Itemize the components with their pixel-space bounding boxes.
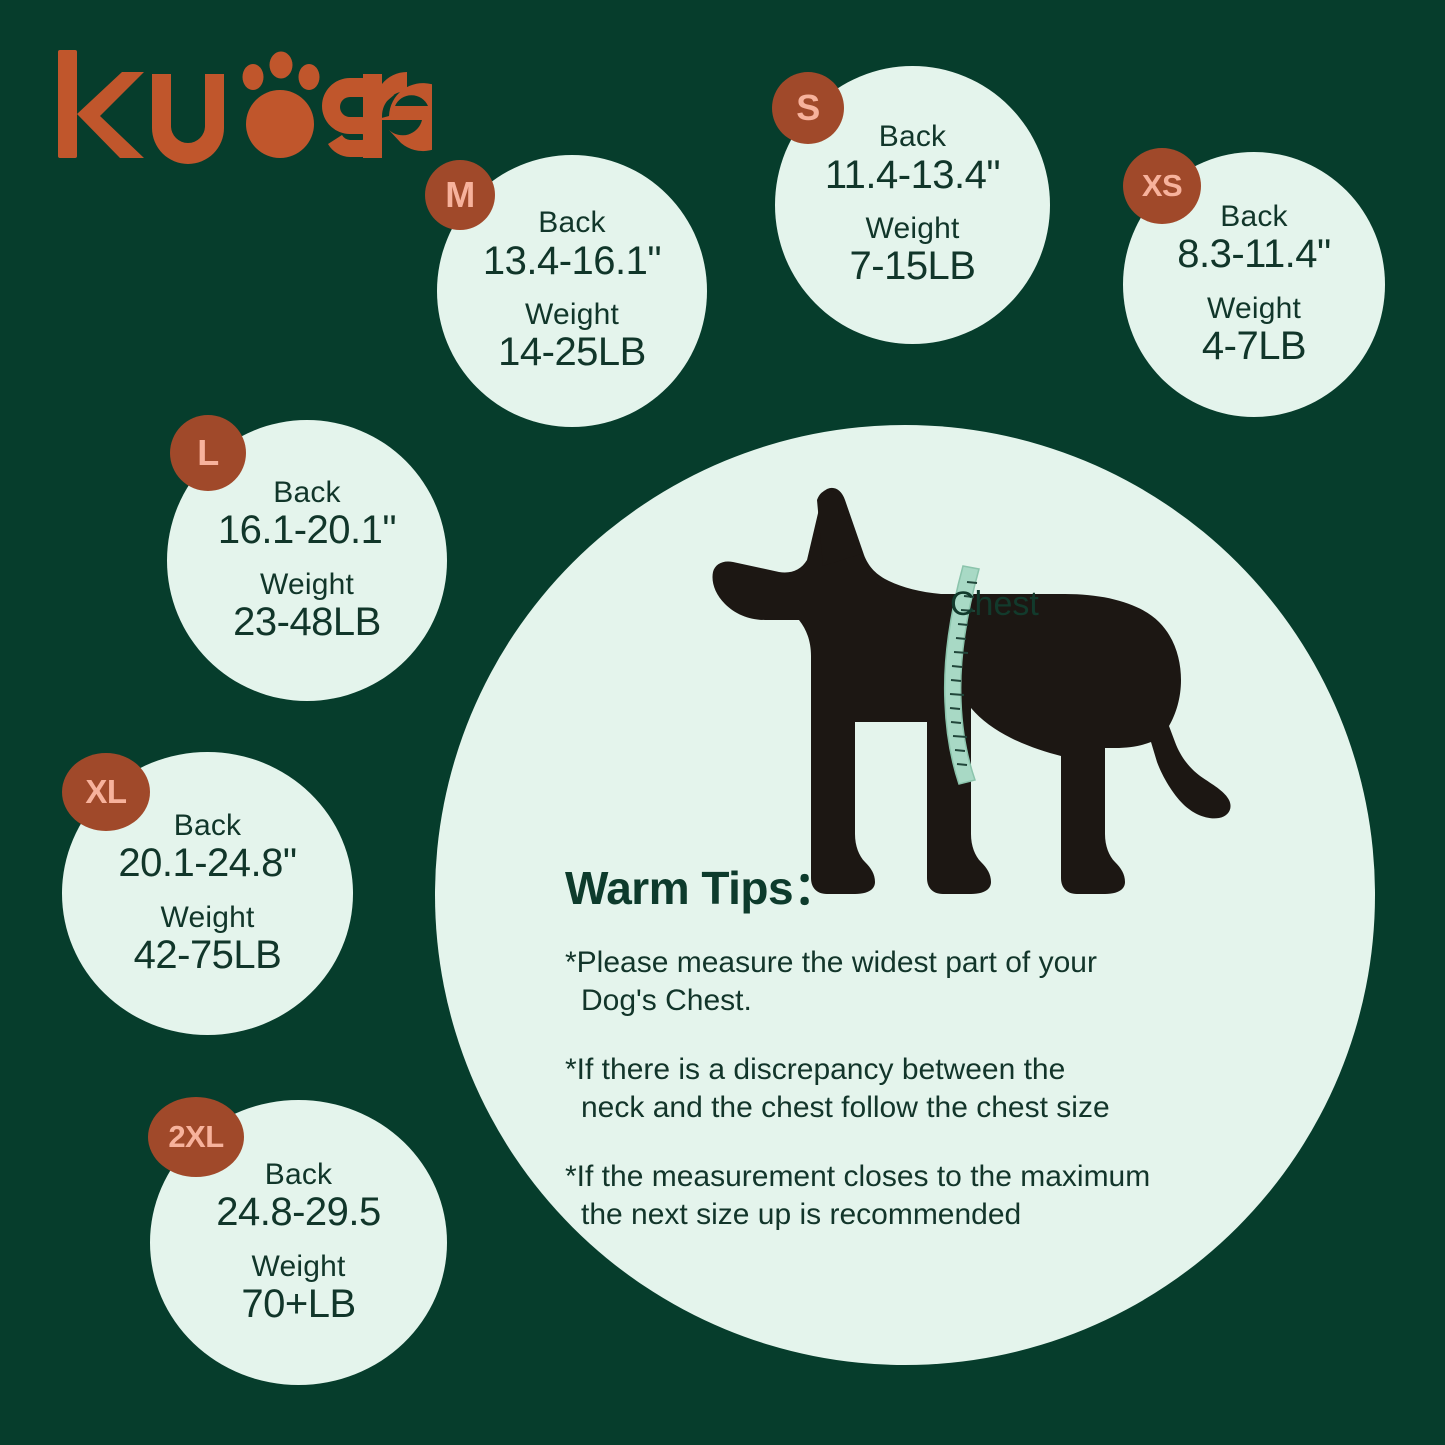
back-value-xl: 20.1-24.8": [118, 841, 297, 886]
weight-label-xs: Weight: [1206, 291, 1302, 325]
size-badge-l[interactable]: L: [170, 415, 246, 491]
brand-logo: [52, 48, 457, 168]
back-label-2xl: Back: [264, 1157, 333, 1191]
weight-label-xl: Weight: [160, 900, 255, 934]
main-info-circle: [435, 425, 1375, 1365]
back-label-s: Back: [878, 120, 947, 154]
weight-label-m: Weight: [524, 298, 620, 331]
back-label-xs: Back: [1220, 199, 1288, 233]
dog-with-tape-icon: [712, 487, 1231, 894]
weight-value-xs: 4-7LB: [1201, 323, 1307, 368]
weight-value-xl: 42-75LB: [133, 932, 282, 977]
warm-tips-block: Warm Tips： *Please measure the widest pa…: [565, 852, 1295, 1234]
warm-tip-item: *If there is a discrepancy between the n…: [565, 1052, 1110, 1125]
weight-value-2xl: 70+LB: [241, 1281, 356, 1326]
back-value-2xl: 24.8-29.5: [216, 1190, 381, 1235]
chest-label: Chest: [950, 585, 1039, 623]
weight-value-m: 14-25LB: [498, 330, 646, 375]
weight-label-l: Weight: [259, 567, 355, 601]
warm-tip-item: *Please measure the widest part of your …: [565, 946, 1097, 1018]
weight-value-l: 23-48LB: [233, 599, 381, 644]
weight-label-s: Weight: [865, 212, 960, 245]
kuoser-wordmark-icon: [58, 50, 457, 164]
back-label-l: Back: [273, 475, 341, 509]
size-badge-xs[interactable]: XS: [1123, 148, 1201, 224]
size-badge-xl[interactable]: XL: [62, 753, 150, 831]
back-label-xl: Back: [173, 808, 242, 842]
back-label-m: Back: [538, 206, 606, 240]
measuring-tape-icon: [943, 565, 980, 785]
size-badge-m[interactable]: M: [425, 160, 495, 230]
size-badge-2xl[interactable]: 2XL: [148, 1097, 244, 1177]
warm-tip-item: *If the measurement closes to the maximu…: [565, 1159, 1151, 1231]
weight-label-2xl: Weight: [251, 1249, 346, 1283]
size-bubble-xs[interactable]: Back 8.3-11.4" Weight 4-7LB: [1123, 152, 1385, 417]
weight-value-s: 7-15LB: [849, 244, 976, 289]
back-value-xs: 8.3-11.4": [1177, 232, 1331, 277]
back-value-s: 11.4-13.4": [824, 152, 1001, 197]
back-value-l: 16.1-20.1": [217, 508, 397, 553]
back-value-m: 13.4-16.1": [482, 238, 662, 283]
size-badge-s[interactable]: S: [772, 72, 844, 144]
warm-tips-title: Warm Tips：: [565, 862, 839, 914]
dog-silhouette-illustration: [705, 470, 1265, 940]
size-bubble-s[interactable]: Back 11.4-13.4" Weight 7-15LB: [775, 66, 1050, 344]
